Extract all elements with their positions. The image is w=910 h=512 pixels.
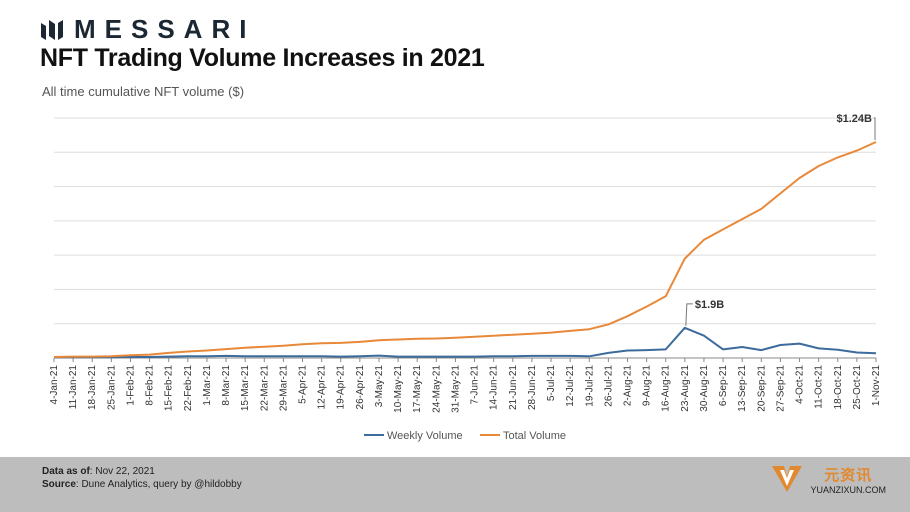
x-tick-label: 8-Feb-21	[145, 365, 156, 406]
total-volume-line	[53, 141, 877, 358]
watermark-cn: 元资讯	[824, 466, 873, 484]
x-tick-label: 20-Sep-21	[756, 365, 767, 412]
brand-name: MESSARI	[74, 14, 256, 44]
x-tick-label: 25-Oct-21	[852, 365, 863, 410]
x-tick-label: 12-Jul-21	[565, 365, 576, 407]
x-tick-label: 5-Jul-21	[546, 365, 557, 402]
legend-weekly-label: Weekly Volume	[387, 430, 463, 442]
weekly-peak-annotation-leader	[685, 303, 693, 326]
watermark-en: YUANZIXUN.COM	[810, 484, 886, 495]
data-as-of-label: Data as of	[42, 466, 90, 477]
x-tick-label: 25-Jan-21	[106, 365, 117, 410]
line-chart: 4-Jan-21 11-Jan-21 18-Jan-21 25-Jan-21 1-Feb…	[49, 113, 882, 442]
page-title: NFT Trading Volume Increases in 2021	[40, 44, 485, 72]
weekly-volume-line	[54, 326, 877, 359]
x-tick-label: 7-Jun-21	[470, 365, 481, 405]
x-tick-label: 1-Mar-21	[202, 365, 213, 406]
x-tick-label: 30-Aug-21	[699, 365, 710, 412]
x-tick-label: 1-Nov-21	[871, 365, 882, 407]
source-line: Source: Dune Analytics, query by @hildob…	[42, 479, 242, 490]
x-tick-label: 21-Jun-21	[508, 365, 519, 410]
x-tick-label: 17-May-21	[412, 365, 423, 413]
total-end-annotation-leader	[874, 117, 876, 140]
x-tick-label: 15-Feb-21	[164, 365, 175, 412]
x-tick-label: 15-Mar-21	[240, 365, 251, 412]
brand: MESSARI	[40, 14, 255, 45]
x-tick-label: 29-Mar-21	[278, 365, 289, 412]
x-tick-label: 26-Apr-21	[355, 365, 366, 410]
x-tick-label: 4-Jan-21	[49, 365, 60, 405]
x-tick-label: 28-Jun-21	[527, 365, 538, 410]
x-tick-label: 27-Sep-21	[775, 365, 786, 412]
x-tick-label: 3-May-21	[374, 365, 385, 408]
x-tick-label: 23-Aug-21	[680, 365, 691, 412]
x-tick-label: 4-Oct-21	[795, 365, 806, 404]
x-tick-label: 19-Jul-21	[584, 365, 595, 407]
x-tick-label: 11-Oct-21	[814, 365, 825, 409]
source-label: Source	[42, 479, 76, 490]
watermark-text: 元资讯 YUANZIXUN.COM	[810, 464, 886, 495]
x-tick-label: 10-May-21	[393, 365, 404, 413]
x-tick-label: 11-Jan-21	[68, 365, 79, 410]
x-tick-label: 2-Aug-21	[622, 365, 633, 407]
legend-total-label: Total Volume	[503, 430, 566, 442]
x-tick-label: 9-Aug-21	[642, 365, 653, 407]
x-tick-label: 19-Apr-21	[336, 365, 347, 410]
data-as-of-value: : Nov 22, 2021	[89, 466, 155, 477]
footer: Data as of: Nov 22, 2021 Source: Dune An…	[0, 457, 910, 512]
data-as-of: Data as of: Nov 22, 2021	[42, 466, 155, 477]
x-tick-label: 31-May-21	[450, 365, 461, 413]
x-tick-label: 16-Aug-21	[661, 365, 672, 412]
yuanzixun-logo-icon	[772, 466, 803, 492]
x-tick-label: 13-Sep-21	[737, 365, 748, 412]
messari-logo-icon	[41, 19, 63, 40]
x-tick-label: 22-Mar-21	[259, 365, 270, 412]
x-tick-label: 24-May-21	[431, 365, 442, 413]
x-tick-label: 26-Jul-21	[603, 365, 614, 407]
x-tick-label: 5-Apr-21	[298, 365, 309, 404]
total-end-annotation: $1.24B	[837, 113, 873, 125]
x-tick-label: 12-Apr-21	[317, 365, 328, 410]
x-tick-label: 1-Feb-21	[125, 365, 136, 406]
source-value: : Dune Analytics, query by @hildobby	[75, 479, 242, 490]
weekly-peak-annotation: $1.9B	[695, 299, 724, 311]
chart-subtitle: All time cumulative NFT volume ($)	[42, 84, 245, 99]
x-tick-label: 14-Jun-21	[489, 365, 500, 410]
watermark: 元资讯 YUANZIXUN.COM	[770, 462, 886, 496]
x-tick-label: 18-Jan-21	[87, 365, 98, 410]
x-tick-label: 6-Sep-21	[718, 365, 729, 407]
x-tick-label: 22-Feb-21	[183, 365, 194, 412]
x-tick-label: 18-Oct-21	[833, 365, 844, 410]
x-tick-label: 8-Mar-21	[221, 365, 232, 406]
